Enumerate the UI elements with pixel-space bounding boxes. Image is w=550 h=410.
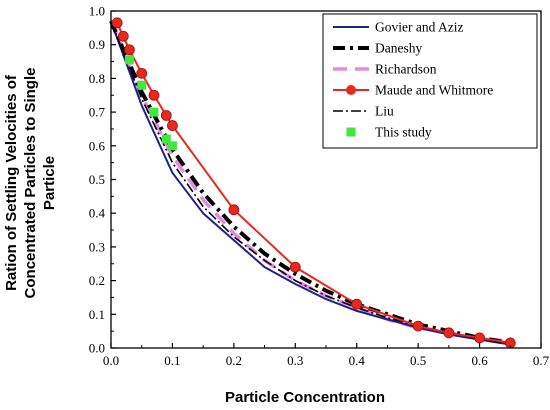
y-tick-label: 0.8 bbox=[89, 71, 105, 86]
data-point bbox=[474, 332, 485, 344]
y-tick-label: 0.1 bbox=[89, 307, 105, 322]
legend-item: Richardson bbox=[333, 62, 437, 77]
y-tick-label: 0.0 bbox=[89, 341, 105, 356]
y-tick-label: 0.4 bbox=[89, 206, 106, 221]
y-tick-label: 0.9 bbox=[89, 37, 105, 52]
y-tick-label: 0.5 bbox=[89, 172, 105, 187]
series-liu bbox=[110, 20, 511, 344]
legend-label: This study bbox=[375, 125, 432, 140]
data-point bbox=[148, 89, 160, 101]
data-point bbox=[167, 120, 178, 131]
x-tick-label: 0.0 bbox=[103, 353, 119, 368]
legend-label: Govier and Aziz bbox=[375, 20, 463, 35]
legend-item: Liu bbox=[333, 104, 394, 119]
data-point bbox=[228, 204, 240, 216]
legend-label: Liu bbox=[375, 104, 394, 119]
data-point bbox=[412, 320, 424, 332]
data-point bbox=[160, 110, 172, 121]
x-tick-label: 0.5 bbox=[410, 353, 426, 368]
legend-label: Maude and Whitmore bbox=[375, 83, 493, 98]
x-tick-label: 0.2 bbox=[226, 353, 242, 368]
y-tick-label: 0.3 bbox=[89, 239, 105, 254]
data-point bbox=[351, 298, 363, 310]
y-tick-label: 0.2 bbox=[89, 273, 105, 288]
legend-label: Richardson bbox=[375, 62, 437, 77]
legend-item: Govier and Aziz bbox=[333, 20, 463, 35]
data-point bbox=[117, 30, 129, 42]
legend-marker bbox=[346, 127, 356, 137]
series-line bbox=[110, 20, 511, 344]
legend-item: Daneshy bbox=[333, 41, 422, 56]
x-axis-title: Particle Concentration bbox=[225, 389, 385, 406]
data-point bbox=[124, 44, 135, 56]
x-tick-label: 0.3 bbox=[287, 353, 303, 368]
y-tick-label: 1.0 bbox=[89, 4, 105, 19]
data-point bbox=[161, 134, 171, 144]
y-axis-title-line-3: Particle bbox=[41, 156, 58, 210]
series-this-study bbox=[124, 55, 177, 151]
legend-marker bbox=[346, 85, 356, 95]
data-point bbox=[124, 55, 134, 65]
legend-item: This study bbox=[346, 125, 432, 140]
legend-label: Daneshy bbox=[375, 41, 422, 56]
data-point bbox=[167, 141, 177, 151]
x-tick-label: 0.7 bbox=[533, 353, 550, 368]
y-axis-title-line-1: Ration of Settling Velocities of bbox=[3, 74, 20, 291]
series-daneshy bbox=[109, 20, 511, 345]
y-tick-label: 0.6 bbox=[89, 138, 106, 153]
x-tick-label: 0.1 bbox=[164, 353, 180, 368]
y-axis-title: Ration of Settling Velocities of Concent… bbox=[3, 68, 58, 299]
y-tick-label: 0.7 bbox=[89, 105, 106, 120]
series-maude-and-whitmore bbox=[111, 17, 516, 349]
legend: Govier and Aziz Daneshy Richardson Maude an… bbox=[322, 13, 538, 149]
data-point bbox=[149, 107, 159, 117]
data-point bbox=[137, 80, 147, 90]
legend-box bbox=[322, 13, 538, 149]
data-point bbox=[443, 327, 455, 339]
series-line bbox=[109, 20, 511, 345]
data-point bbox=[136, 67, 148, 79]
x-tick-label: 0.4 bbox=[349, 353, 366, 368]
legend-item: Maude and Whitmore bbox=[333, 83, 493, 98]
data-point bbox=[289, 261, 301, 273]
x-tick-label: 0.6 bbox=[471, 353, 488, 368]
data-point bbox=[111, 17, 123, 29]
y-axis-title-line-2: Concentrated Particles to Single bbox=[22, 68, 39, 299]
